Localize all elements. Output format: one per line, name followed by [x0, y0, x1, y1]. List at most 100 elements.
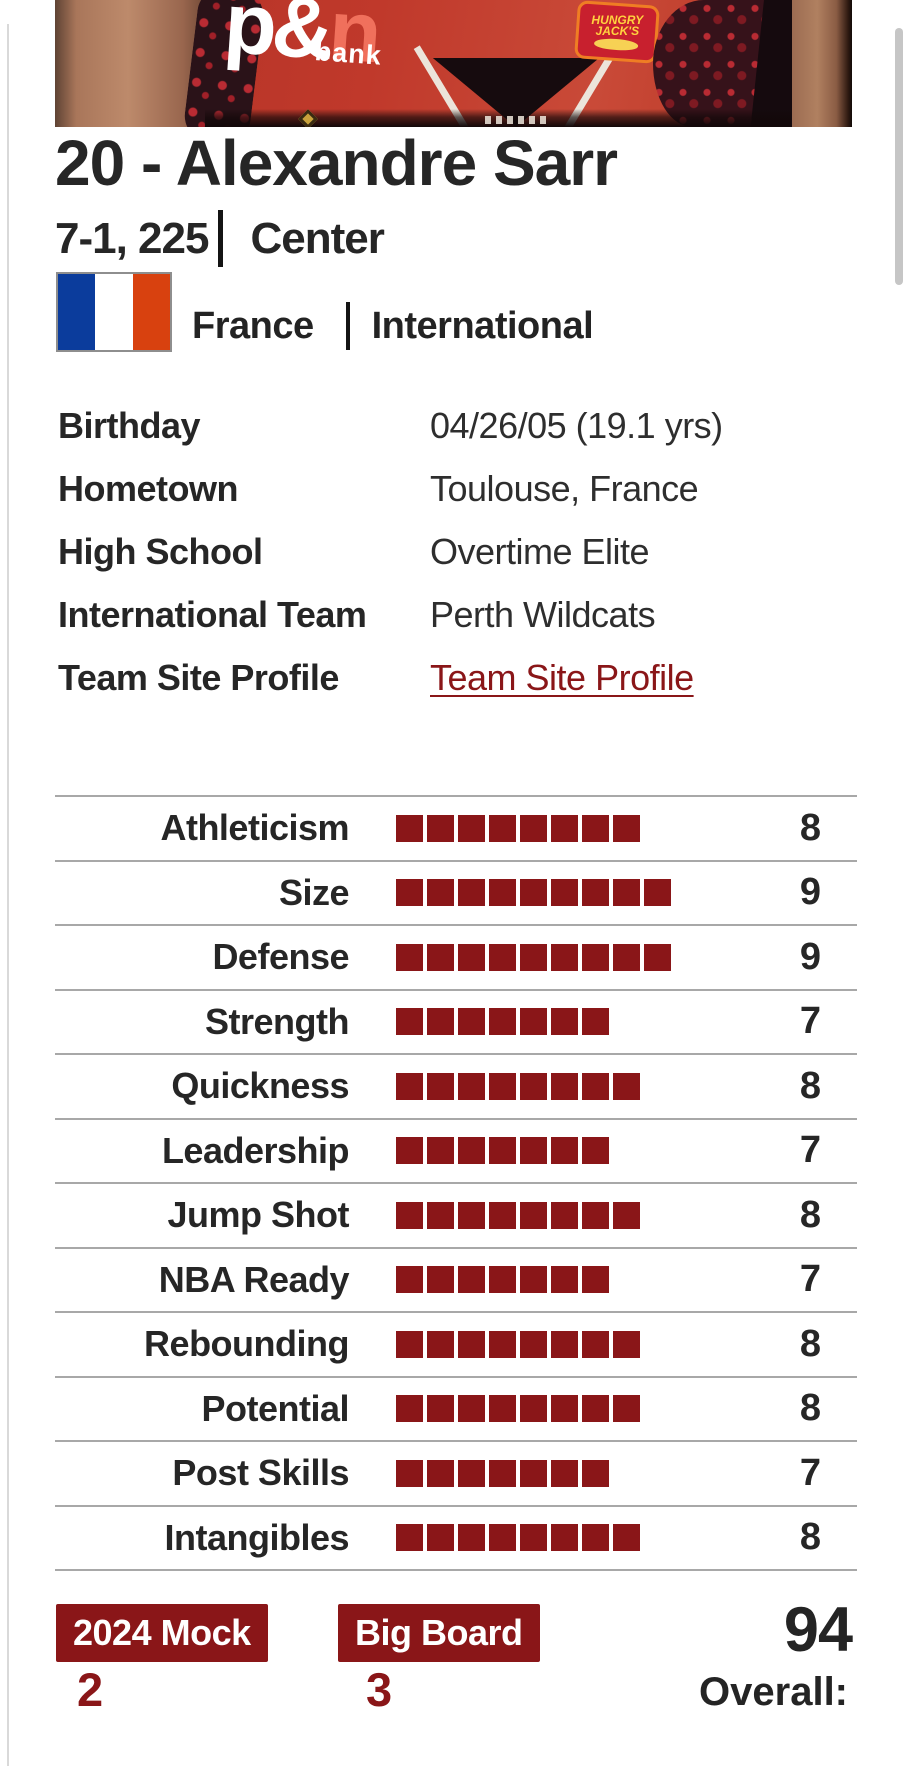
hungry-jacks-logo-text: HUNGRY JACK'S: [591, 12, 644, 38]
rating-square: [520, 1137, 547, 1165]
rating-square: [551, 1395, 578, 1423]
rating-square: [489, 1459, 516, 1487]
rating-square: [396, 1008, 423, 1036]
rating-square: [613, 1524, 640, 1552]
rating-square: [582, 1395, 609, 1423]
rating-square: [582, 814, 609, 842]
info-value: Overtime Elite: [430, 530, 650, 572]
rating-square: [427, 1008, 454, 1036]
info-label: High School: [58, 530, 263, 572]
rating-label: Size: [278, 871, 350, 913]
rating-square: [427, 1524, 454, 1552]
rating-square: [613, 1395, 640, 1423]
rating-value: 8: [799, 1516, 821, 1559]
info-label: International Team: [58, 593, 367, 635]
rating-label: Jump Shot: [167, 1194, 350, 1236]
ratings-table: Athleticism 8 Size 9 Defense 9 Strength 7 Quickn…: [55, 795, 857, 1571]
rating-bar: [396, 1008, 609, 1036]
rating-row: Intangibles 8: [55, 1504, 857, 1570]
rating-value: 8: [799, 1387, 821, 1430]
rating-square: [427, 1330, 454, 1358]
player-nationality-line: France International: [56, 272, 594, 352]
rating-square: [396, 1395, 423, 1423]
rating-square: [520, 814, 547, 842]
rating-square: [489, 943, 516, 971]
rating-square: [551, 1524, 578, 1552]
big-board-badge[interactable]: Big Board: [338, 1604, 540, 1662]
rating-label: Leadership: [161, 1129, 350, 1171]
rating-square: [520, 879, 547, 907]
rating-square: [520, 1266, 547, 1294]
rating-value: 7: [799, 1000, 821, 1043]
rating-label: Intangibles: [164, 1516, 349, 1558]
rating-square: [520, 1201, 547, 1229]
rating-square: [489, 1266, 516, 1294]
france-flag-icon: [56, 272, 172, 352]
rating-square: [458, 943, 485, 971]
player-arm-left: [55, 0, 207, 127]
rating-square: [582, 1266, 609, 1294]
rating-square: [396, 943, 423, 971]
info-value: Perth Wildcats: [430, 593, 656, 635]
pn-bank-logo-sub: bank: [313, 36, 383, 71]
rating-row: Rebounding 8: [55, 1311, 857, 1376]
info-label: Birthday: [58, 404, 201, 446]
overall-score: 94: [783, 1595, 853, 1665]
rating-square: [582, 1330, 609, 1358]
rating-square: [582, 1201, 609, 1229]
overall-label: Overall:: [699, 1670, 848, 1714]
rating-square: [427, 1137, 454, 1165]
info-row: Hometown Toulouse, France: [58, 457, 828, 520]
rating-square: [551, 1008, 578, 1036]
rating-value: 8: [799, 1064, 821, 1107]
rating-square: [551, 1137, 578, 1165]
rating-value: 9: [799, 871, 821, 914]
rating-square: [644, 943, 671, 971]
rating-bar: [396, 1137, 609, 1165]
info-row: Team Site Profile Team Site Profile: [58, 646, 828, 709]
pn-bank-logo: p&n bank: [219, 0, 467, 124]
rating-bar: [396, 1395, 640, 1423]
nationality-divider: [345, 302, 350, 350]
rating-row: Jump Shot 8: [55, 1182, 857, 1247]
info-value: Team Site Profile: [430, 657, 694, 699]
rating-square: [582, 1137, 609, 1165]
rating-value: 7: [799, 1451, 821, 1494]
hungry-jacks-logo: HUNGRY JACK'S: [574, 0, 660, 64]
rating-square: [489, 814, 516, 842]
mock-draft-rank: 2: [77, 1663, 104, 1716]
rating-row: Quickness 8: [55, 1053, 857, 1118]
rating-square: [489, 1137, 516, 1165]
rating-bar: [396, 1524, 640, 1552]
rating-square: [396, 1459, 423, 1487]
rating-row: Strength 7: [55, 988, 857, 1054]
mock-draft-badge[interactable]: 2024 Mock: [56, 1604, 268, 1662]
rating-square: [613, 1330, 640, 1358]
rating-square: [427, 1459, 454, 1487]
rating-square: [489, 879, 516, 907]
info-value: 04/26/05 (19.1 yrs): [430, 404, 723, 446]
rating-square: [551, 943, 578, 971]
rating-label: Post Skills: [172, 1452, 349, 1494]
rating-square: [489, 1008, 516, 1036]
rating-square: [427, 943, 454, 971]
rating-square: [520, 1395, 547, 1423]
rating-square: [489, 1201, 516, 1229]
rating-square: [613, 879, 640, 907]
info-label: Team Site Profile: [58, 656, 339, 698]
team-site-profile-link[interactable]: Team Site Profile: [430, 656, 694, 698]
rating-bar: [396, 1072, 640, 1100]
rating-square: [427, 814, 454, 842]
rating-square: [396, 1137, 423, 1165]
rating-square: [458, 1459, 485, 1487]
rating-square: [551, 1201, 578, 1229]
rating-bar: [396, 879, 671, 907]
scrollbar-thumb[interactable]: [895, 28, 903, 285]
rating-row: Leadership 7: [55, 1117, 857, 1183]
rating-square: [458, 1330, 485, 1358]
big-board-rank: 3: [366, 1663, 393, 1716]
rating-bar: [396, 1330, 640, 1358]
jersey-small-text: [485, 116, 549, 124]
rating-square: [396, 1072, 423, 1100]
